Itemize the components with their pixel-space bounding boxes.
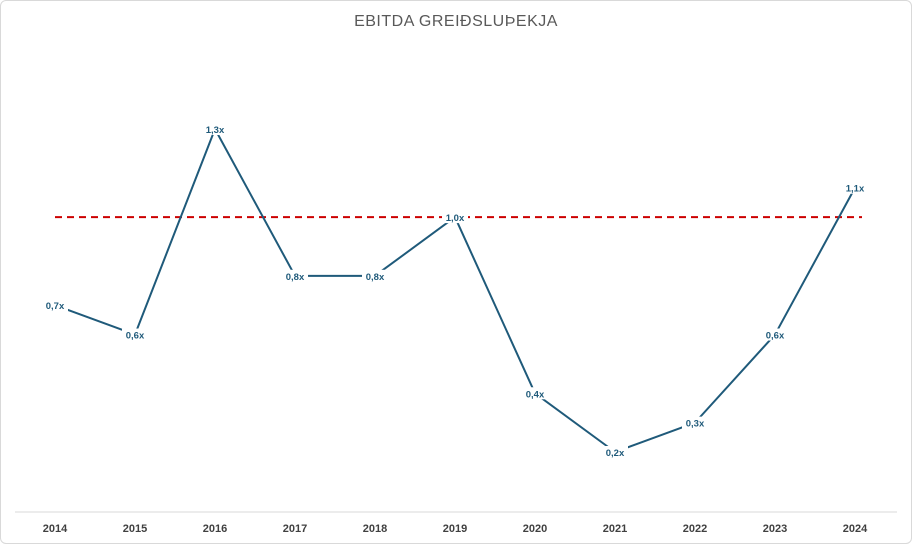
data-label-background <box>602 446 628 458</box>
x-tick-label: 2024 <box>843 523 868 535</box>
data-label-background <box>122 328 148 341</box>
data-label-background <box>442 211 468 224</box>
data-label: 0,6x <box>126 331 145 342</box>
data-label-background <box>762 328 788 341</box>
x-tick-label: 2018 <box>363 523 387 535</box>
chart-title: EBITDA GREIÐSLUÞEKJA <box>354 13 558 30</box>
x-tick-label: 2014 <box>43 523 68 535</box>
data-label-background <box>682 416 708 429</box>
data-label: 1,0x <box>446 213 465 224</box>
x-tick-label: 2016 <box>203 523 227 535</box>
data-label: 1,1x <box>846 184 865 195</box>
data-label: 0,4x <box>526 389 545 400</box>
x-tick-label: 2020 <box>523 523 547 535</box>
data-label: 0,8x <box>286 272 305 283</box>
data-label-background <box>362 269 388 282</box>
data-label-background <box>522 387 548 400</box>
data-label: 0,8x <box>366 272 385 283</box>
x-tick-label: 2022 <box>683 523 707 535</box>
x-tick-label: 2021 <box>603 523 627 535</box>
data-label-background <box>282 269 308 282</box>
data-label-background <box>842 181 868 194</box>
series-line <box>54 128 856 453</box>
x-tick-label: 2015 <box>123 523 147 535</box>
data-label: 0,2x <box>606 448 625 459</box>
data-label: 0,6x <box>766 331 785 342</box>
data-label: 0,3x <box>686 419 705 430</box>
data-label-background <box>202 123 228 135</box>
x-tick-label: 2019 <box>443 523 467 535</box>
data-label-background <box>42 299 68 312</box>
x-tick-label: 2023 <box>763 523 787 535</box>
data-label: 1,3x <box>206 125 225 136</box>
x-tick-label: 2017 <box>283 523 307 535</box>
data-label: 0,7x <box>46 301 65 312</box>
